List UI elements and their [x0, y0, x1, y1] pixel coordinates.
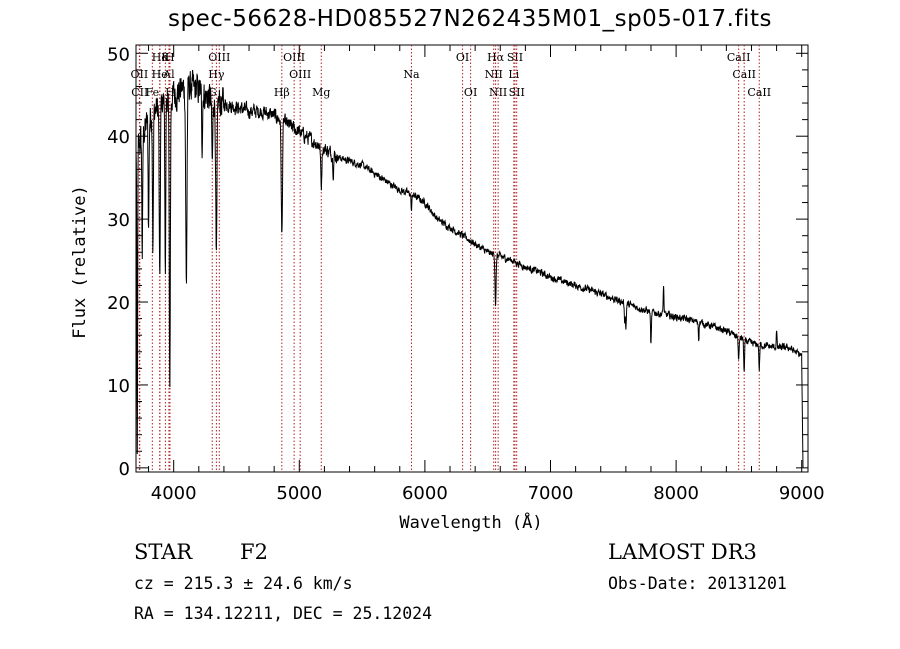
line-marker-label: OIII	[283, 51, 305, 64]
line-marker-label: Fe	[146, 86, 160, 99]
plot-axes: 4000 5000 6000 7000 8000 9000 0 10 20 30 40 50	[107, 44, 825, 504]
line-marker-group: HδKHOIIHeAlCIIFeHOIIIHγGHβOIIIOIIIMgNaOI…	[131, 45, 771, 472]
line-marker-label: K	[161, 51, 170, 64]
spectrum-group	[135, 69, 804, 468]
x-axis-label: Wavelength (Å)	[399, 511, 542, 533]
y-tick-label: 50	[107, 44, 130, 65]
line-marker-label: SII	[509, 86, 525, 99]
survey-name: LAMOST DR3	[608, 540, 757, 564]
y-tick-label: 20	[107, 293, 130, 314]
y-tick-label: 0	[119, 459, 130, 480]
coordinates-text: RA = 134.12211, DEC = 25.12024	[134, 604, 433, 623]
line-marker-label: OIII	[208, 51, 230, 64]
line-marker-label: H	[165, 86, 175, 99]
y-tick-label: 10	[107, 376, 130, 397]
x-tick-label: 4000	[151, 483, 197, 504]
x-tick-label: 8000	[653, 483, 699, 504]
line-marker-label: OIII	[289, 68, 311, 81]
y-axis-label: Flux (relative)	[70, 185, 90, 339]
redshift-text: cz = 215.3 ± 24.6 km/s	[134, 574, 353, 593]
line-marker-label: Na	[403, 68, 420, 81]
line-marker-label: Mg	[312, 86, 330, 99]
line-marker-label: CII	[131, 86, 148, 99]
line-marker-label: SII	[507, 51, 523, 64]
line-marker-label: He	[152, 68, 168, 81]
object-type: STAR	[134, 540, 193, 564]
line-marker-label: Hα	[487, 51, 505, 64]
x-tick-label: 7000	[528, 483, 574, 504]
line-marker-label: NII	[485, 68, 503, 81]
x-tick-label: 5000	[276, 483, 322, 504]
line-marker-label: H	[165, 51, 175, 64]
line-marker-label: G	[208, 86, 217, 99]
line-marker-label: NII	[489, 86, 507, 99]
line-marker-label: OI	[456, 51, 469, 64]
x-tick-label: 6000	[402, 483, 448, 504]
line-marker-label: Hβ	[274, 86, 290, 99]
line-marker-label: Li	[508, 68, 519, 81]
line-marker-label: Hδ	[152, 51, 169, 64]
line-marker-label: CaII	[747, 86, 771, 99]
line-marker-label: CaII	[727, 51, 751, 64]
line-marker-label: Al	[162, 68, 175, 81]
y-tick-label: 30	[107, 210, 130, 231]
y-tick-label: 40	[107, 127, 130, 148]
line-marker-label: CaII	[732, 68, 756, 81]
chart-title: spec-56628-HD085527N262435M01_sp05-017.f…	[168, 6, 772, 32]
obs-date-text: Obs-Date: 20131201	[608, 574, 787, 593]
line-marker-label: OI	[464, 86, 477, 99]
line-marker-label: Hγ	[208, 68, 225, 81]
spectral-subclass: F2	[240, 540, 268, 564]
spectrum-line	[135, 69, 804, 468]
x-tick-label: 9000	[779, 483, 825, 504]
